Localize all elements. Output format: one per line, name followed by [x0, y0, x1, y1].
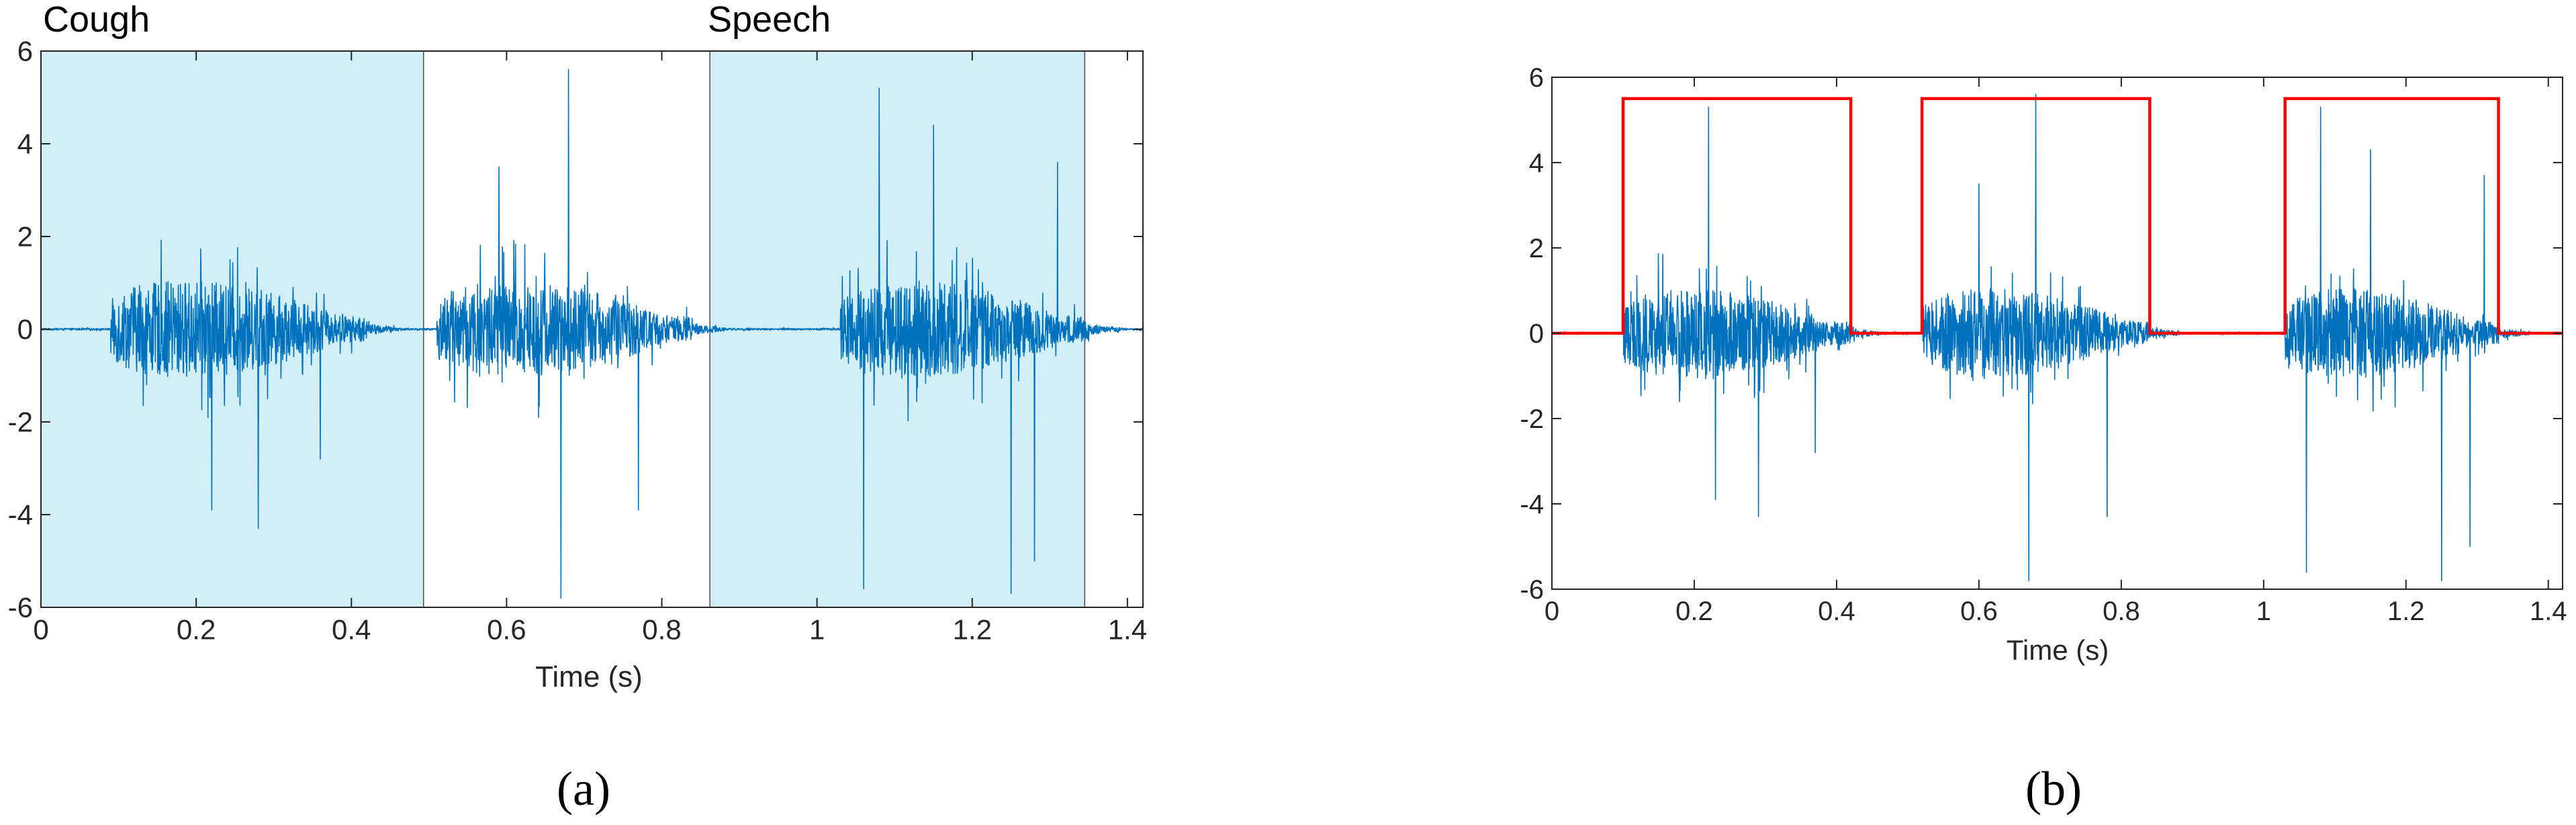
x-axis-title: Time (s): [535, 660, 643, 693]
y-tick-label: 6: [17, 36, 33, 67]
detection-envelope-series: [1552, 97, 2563, 335]
waveform-line: [1551, 93, 2563, 582]
y-tick-label: -4: [1520, 490, 1544, 519]
x-tick-label: 1.4: [2530, 597, 2567, 626]
y-tick-label: -4: [8, 499, 33, 531]
envelope-line: [1552, 97, 2563, 335]
waveform-series: [1551, 93, 2563, 582]
x-tick-label: 0: [33, 614, 48, 646]
y-tick-label: 0: [17, 314, 33, 345]
x-tick-label: 1: [2256, 597, 2271, 626]
y-tick-label: 2: [1529, 234, 1544, 263]
x-tick-label: 0.6: [1960, 597, 1998, 626]
y-tick-label: 4: [17, 128, 33, 160]
waveform-series: [40, 69, 1144, 599]
panel-label-b: (b): [2025, 762, 2082, 816]
x-tick-label: 1.2: [2387, 597, 2425, 626]
y-tick-label: -2: [1520, 404, 1544, 434]
x-axis-title: Time (s): [2007, 634, 2109, 666]
panel-b-chart: 0 0.2 0.4 0.6 0.8 1 1.2 1.4 -6 -4 -2 0 2 4 6 Time (s): [1520, 63, 2567, 666]
x-tick-label: 0.2: [1675, 597, 1713, 626]
x-tick-label: 1.2: [953, 614, 992, 646]
x-tick-label: 0.4: [1818, 597, 1855, 626]
x-tick-label: 0: [1545, 597, 1559, 626]
region-label-cough: Cough: [43, 0, 150, 40]
x-tick-label: 0.8: [2103, 597, 2140, 626]
x-tick-label: 0.6: [487, 614, 526, 646]
tick-labels: 0 0.2 0.4 0.6 0.8 1 1.2 1.4 -6 -4 -2 0 2 4 6: [8, 36, 1147, 646]
x-tick-label: 0.8: [642, 614, 681, 646]
y-tick-label: -6: [8, 592, 33, 623]
axes-box: [40, 50, 1144, 608]
y-tick-label: 0: [1529, 319, 1544, 349]
tick-labels: 0 0.2 0.4 0.6 0.8 1 1.2 1.4 -6 -4 -2 0 2 4 6: [1520, 63, 2567, 626]
x-tick-label: 0.4: [332, 614, 371, 646]
x-tick-label: 1: [809, 614, 825, 646]
y-tick-label: 2: [17, 221, 33, 253]
axes-box: [1551, 77, 2563, 590]
y-tick-label: -6: [1520, 575, 1544, 605]
y-tick-label: 6: [1529, 63, 1544, 93]
region-label-speech: Speech: [708, 0, 831, 40]
x-tick-label: 0.2: [177, 614, 216, 646]
panel-label-a: (a): [557, 762, 610, 816]
y-tick-label: 4: [1529, 148, 1544, 178]
x-tick-label: 1.4: [1108, 614, 1147, 646]
y-tick-label: -2: [8, 406, 33, 438]
waveform-line: [40, 69, 1144, 599]
